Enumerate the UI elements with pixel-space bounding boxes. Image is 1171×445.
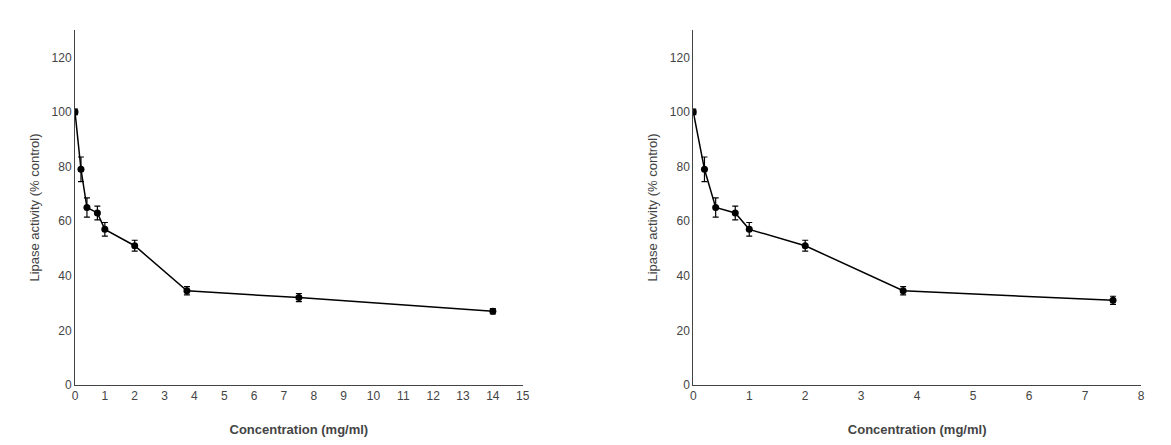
svg-text:7: 7 [281,389,288,403]
svg-text:13: 13 [456,389,470,403]
svg-text:14: 14 [486,389,500,403]
svg-text:11: 11 [397,389,410,403]
svg-text:80: 80 [677,160,691,174]
svg-text:0: 0 [65,378,72,392]
svg-text:Concentration (mg/ml): Concentration (mg/ml) [848,422,987,437]
svg-text:8: 8 [1138,389,1145,403]
svg-text:100: 100 [52,105,72,119]
svg-text:5: 5 [221,389,228,403]
svg-text:0: 0 [72,389,79,403]
svg-text:10: 10 [367,389,381,403]
svg-text:3: 3 [161,389,168,403]
svg-text:Lipase activity (% control): Lipase activity (% control) [27,133,42,281]
svg-text:8: 8 [310,389,317,403]
svg-text:120: 120 [52,51,72,65]
svg-text:80: 80 [58,160,72,174]
svg-text:4: 4 [191,389,198,403]
svg-text:40: 40 [58,269,72,283]
svg-text:Lipase activity (% control): Lipase activity (% control) [645,133,660,281]
svg-text:0: 0 [683,378,690,392]
svg-text:1: 1 [746,389,753,403]
svg-text:3: 3 [858,389,865,403]
svg-text:7: 7 [1082,389,1089,403]
svg-text:120: 120 [670,51,690,65]
svg-text:1: 1 [102,389,109,403]
svg-text:5: 5 [970,389,977,403]
svg-text:20: 20 [58,324,72,338]
svg-text:12: 12 [427,389,441,403]
svg-text:2: 2 [131,389,138,403]
svg-text:2: 2 [802,389,809,403]
svg-text:6: 6 [1026,389,1033,403]
svg-text:4: 4 [914,389,921,403]
svg-text:6: 6 [251,389,258,403]
svg-text:15: 15 [516,389,530,403]
svg-text:0: 0 [690,389,697,403]
svg-text:40: 40 [677,269,691,283]
svg-text:Concentration (mg/ml): Concentration (mg/ml) [230,422,369,437]
svg-text:60: 60 [58,214,72,228]
svg-text:9: 9 [340,389,347,403]
svg-text:20: 20 [677,324,691,338]
svg-text:60: 60 [677,214,691,228]
svg-text:100: 100 [670,105,690,119]
